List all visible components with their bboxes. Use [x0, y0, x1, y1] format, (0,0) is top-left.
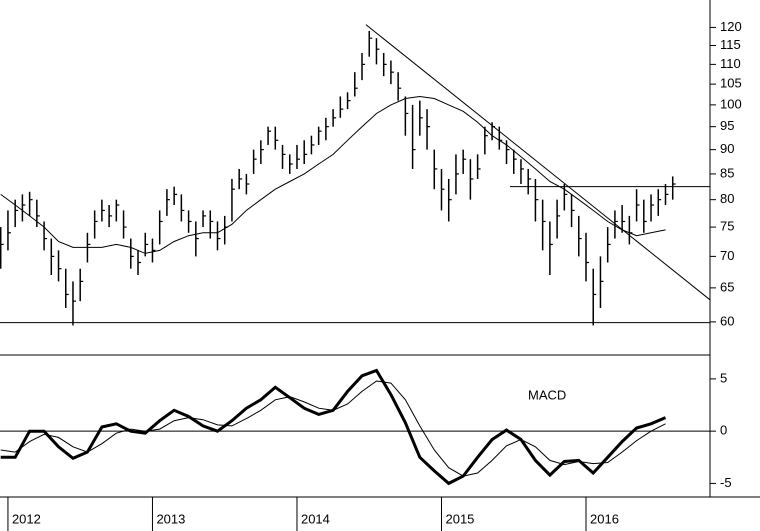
x-tick-label: 2014	[301, 511, 330, 526]
moving-average	[0, 95, 666, 254]
x-tick-label: 2013	[156, 511, 185, 526]
y-tick-label: 90	[720, 141, 734, 156]
y-tick-label: 80	[720, 191, 734, 206]
y-tick-label: 120	[720, 19, 742, 34]
y-tick-label: 75	[720, 219, 734, 234]
y-tick-label: 85	[720, 165, 734, 180]
y-tick-label: 5	[720, 370, 727, 385]
y-tick-label: 100	[720, 96, 742, 111]
y-tick-label: -5	[720, 475, 732, 490]
y-tick-label: 65	[720, 279, 734, 294]
y-tick-label: 95	[720, 118, 734, 133]
x-tick-label: 2015	[445, 511, 474, 526]
y-tick-label: 70	[720, 248, 734, 263]
y-tick-label: 0	[720, 423, 727, 438]
x-tick-label: 2012	[12, 511, 41, 526]
trend-line	[365, 24, 711, 301]
y-tick-label: 115	[720, 37, 741, 52]
y-tick-label: 110	[720, 56, 741, 71]
y-tick-label: 60	[720, 313, 734, 328]
series-label: MACD	[528, 387, 566, 402]
x-tick-label: 2016	[590, 511, 619, 526]
signal-line	[0, 380, 666, 477]
y-tick-label: 105	[720, 76, 742, 91]
